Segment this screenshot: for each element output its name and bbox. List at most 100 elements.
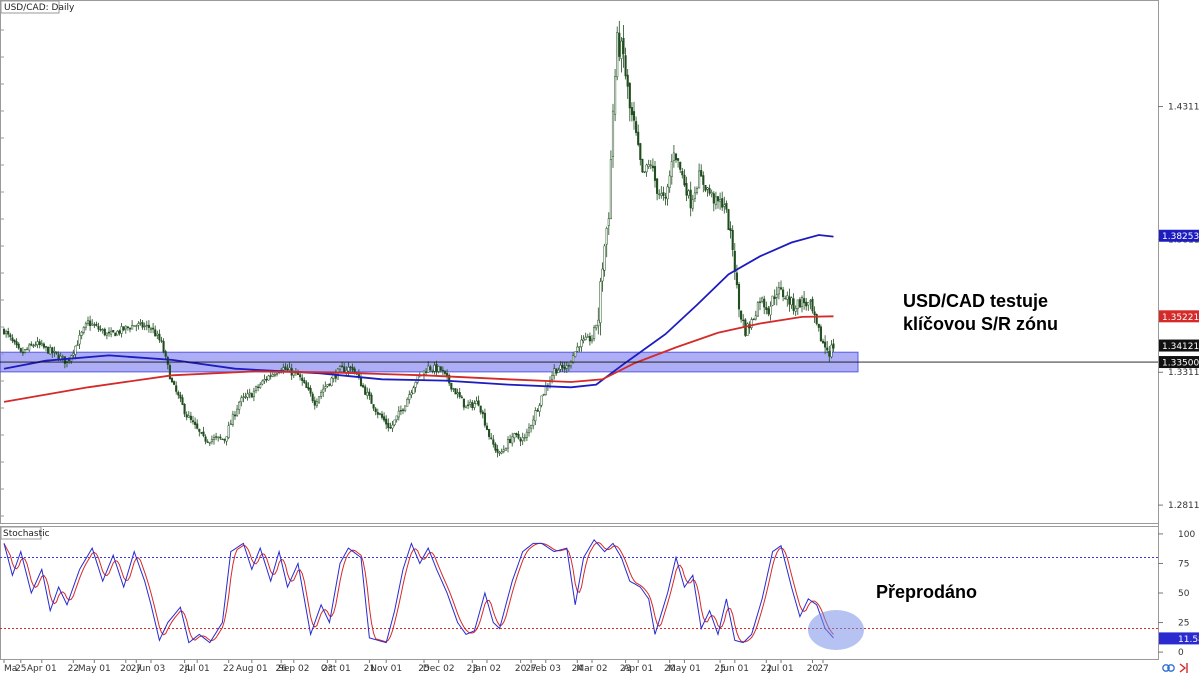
candle [784, 295, 787, 300]
time-tick-label: Jul 01 [184, 664, 210, 674]
candle [341, 361, 344, 368]
annotation-line-2: klíčovou S/R zónu [903, 314, 1058, 334]
candle [250, 392, 253, 398]
candle [257, 384, 260, 392]
candle [767, 305, 770, 317]
candle [408, 390, 411, 404]
candle [523, 433, 526, 442]
candle [540, 395, 543, 408]
candle [620, 37, 623, 73]
price-tick-label: 1.28116 [1168, 501, 1200, 511]
candle [599, 277, 602, 336]
candle [80, 330, 83, 340]
candle [687, 189, 690, 199]
stochastic-lines [3, 538, 834, 644]
candle [525, 428, 528, 441]
candle [122, 326, 125, 332]
stochastic-value-label: 11.58 [1178, 635, 1200, 645]
candle [515, 432, 518, 438]
candle [719, 192, 722, 210]
stochastic-value-tag: 11.58 [1159, 632, 1200, 645]
candle [410, 389, 413, 399]
price-tick-label: 1.43116 [1168, 103, 1200, 113]
candle [626, 68, 629, 99]
price-tag-label: 1.35221 [1162, 313, 1199, 323]
arrow-right-icon[interactable] [1179, 663, 1188, 673]
ma-blue-line [3, 234, 834, 389]
candle [748, 321, 751, 334]
candle [798, 297, 801, 308]
candle [557, 367, 560, 374]
time-tick-label: 20 [515, 664, 527, 674]
candle [761, 296, 764, 304]
candle [572, 352, 575, 364]
candle [586, 333, 589, 338]
candle [584, 332, 587, 341]
candle [210, 435, 213, 445]
time-tick-label: Dec 02 [423, 664, 455, 674]
candle [173, 380, 176, 386]
candle [380, 410, 384, 420]
candle [168, 363, 171, 380]
candle [714, 191, 717, 210]
candle [263, 374, 266, 384]
candle [492, 434, 495, 448]
time-tick-label: May 01 [78, 664, 111, 674]
candle [494, 442, 497, 453]
candle [181, 394, 184, 406]
candle [826, 340, 829, 354]
candle [580, 335, 583, 352]
candle [233, 410, 237, 420]
candle [672, 144, 675, 168]
candle [399, 405, 402, 416]
candles [2, 20, 835, 458]
candle [187, 411, 190, 418]
candle [17, 342, 20, 350]
candle [26, 346, 29, 351]
candle [485, 422, 489, 431]
candle [330, 376, 333, 387]
candle [559, 361, 562, 372]
candle [2, 327, 6, 335]
link-icon[interactable] [1162, 664, 1175, 672]
candle [162, 338, 165, 354]
candle [765, 301, 768, 315]
candle [303, 377, 306, 384]
candle [771, 295, 774, 307]
candle [55, 351, 58, 355]
candle [737, 282, 741, 318]
candle [11, 334, 14, 344]
time-tick-label: 24 [572, 664, 584, 674]
candle [553, 364, 556, 380]
candle [635, 116, 638, 136]
candle [366, 387, 369, 400]
candle [414, 381, 417, 393]
candle [82, 326, 85, 335]
candle [116, 330, 119, 336]
candle [23, 349, 27, 354]
candle [517, 430, 520, 440]
candle [788, 288, 791, 312]
candle [215, 432, 218, 441]
candle [147, 320, 150, 333]
candle [464, 405, 468, 409]
candle [265, 376, 268, 383]
candle [126, 325, 129, 331]
time-tick-label: 23 [620, 664, 631, 674]
candle [611, 103, 615, 168]
candle [578, 346, 581, 352]
candle [103, 327, 106, 337]
candle [645, 163, 648, 177]
candle [13, 339, 16, 345]
candle [208, 441, 211, 447]
candle [647, 159, 650, 169]
candle [326, 384, 329, 388]
candle [231, 410, 234, 427]
candle [412, 385, 415, 394]
candle [135, 324, 138, 332]
candle [488, 428, 491, 440]
candle [817, 323, 820, 332]
candle [389, 422, 392, 429]
candle [238, 400, 241, 415]
